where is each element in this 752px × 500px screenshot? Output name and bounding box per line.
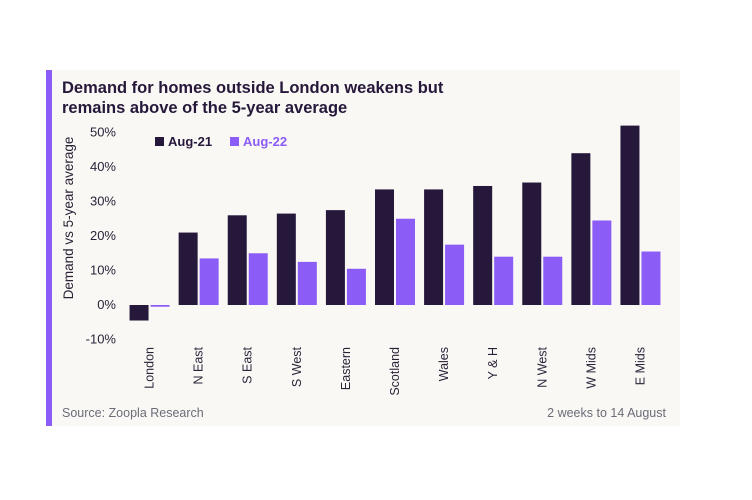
bars (129, 125, 661, 321)
bar-aug21 (571, 153, 591, 305)
bar-aug21 (325, 210, 345, 305)
y-tick-label: 0% (97, 297, 116, 312)
x-category-label: E Mids (633, 347, 647, 385)
x-category-label: S East (241, 346, 255, 383)
y-tick-label: 20% (90, 228, 116, 243)
bar-aug22 (199, 258, 219, 305)
bar-aug21 (620, 125, 640, 305)
bar-aug22 (346, 268, 366, 305)
x-category-label: Wales (437, 347, 451, 381)
y-tick-label: 50% (90, 125, 116, 140)
bar-aug22 (592, 220, 612, 305)
y-axis-ticks: -10% 0% 10% 20% 30% 40% 50% (86, 125, 117, 347)
bar-aug21 (178, 232, 198, 305)
chart-title: Demand for homes outside London weakens … (62, 79, 444, 117)
y-tick-label: 40% (90, 159, 116, 174)
y-axis-label: Demand vs 5-year average (61, 137, 76, 300)
x-category-label: Scotland (388, 347, 402, 396)
x-category-label: N East (192, 346, 206, 384)
legend: Aug-21 Aug-22 (155, 134, 287, 149)
x-category-label: Eastern (339, 347, 353, 390)
x-category-label: S West (290, 346, 304, 387)
x-category-label: Y & H (486, 347, 500, 379)
bar-aug22 (248, 253, 268, 305)
y-tick-label: 10% (90, 263, 116, 278)
x-category-label: W Mids (584, 347, 598, 389)
legend-swatch (155, 137, 164, 146)
legend-label: Aug-22 (243, 134, 287, 149)
bar-aug21 (522, 182, 542, 305)
legend-swatch (230, 137, 239, 146)
bar-aug21 (227, 215, 247, 305)
bar-aug21 (424, 189, 444, 305)
accent-bar (46, 70, 52, 426)
period-note: 2 weeks to 14 August (547, 406, 666, 420)
x-category-label: N West (535, 346, 549, 387)
y-tick-label: 30% (90, 194, 116, 209)
bar-aug22 (445, 244, 465, 305)
bar-aug22 (396, 218, 415, 305)
bar-aug22 (543, 256, 563, 305)
y-tick-label: -10% (86, 332, 117, 347)
category-labels: London N East S East S West Eastern Scotland W… (143, 346, 648, 395)
bar-aug22 (494, 256, 514, 305)
source-note: Source: Zoopla Research (62, 406, 204, 420)
x-category-label: London (143, 347, 157, 389)
bar-aug22 (297, 261, 317, 305)
bar-aug21 (473, 185, 493, 305)
legend-label: Aug-21 (168, 134, 212, 149)
bar-aug21 (129, 305, 149, 321)
bar-aug21 (276, 213, 296, 305)
bar-aug21 (375, 189, 394, 305)
bar-aug22 (641, 251, 661, 305)
bar-aug22 (150, 305, 170, 307)
